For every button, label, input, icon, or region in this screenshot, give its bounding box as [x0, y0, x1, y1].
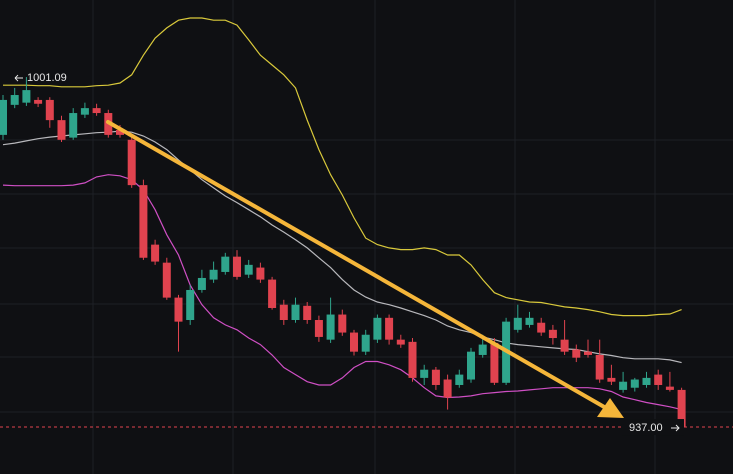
last-price-arrow: [671, 424, 680, 432]
candle-body: [127, 139, 136, 186]
candle-body: [303, 305, 312, 321]
candle-body: [22, 90, 31, 103]
candle-body: [116, 129, 124, 135]
candle-body: [139, 185, 148, 258]
last-price-label-bg: [622, 419, 684, 436]
candle-body: [244, 264, 253, 275]
candle-body: [338, 314, 347, 333]
candle-body: [0, 99, 7, 135]
candle-body: [291, 304, 300, 321]
candle-body: [630, 379, 639, 388]
candle-body: [279, 304, 288, 321]
candle-body: [431, 369, 440, 385]
candle-body: [443, 379, 452, 398]
candle-body: [186, 289, 195, 321]
arrow-shaft: [106, 120, 608, 410]
candle-body: [572, 349, 581, 358]
candle-body: [350, 332, 358, 352]
high-marker-arrow: [14, 74, 23, 82]
candle-body: [361, 334, 370, 352]
candle-body: [373, 317, 382, 340]
candle-body: [525, 317, 534, 325]
candle-body: [408, 341, 417, 378]
candle-body: [665, 386, 674, 390]
candle-body: [619, 381, 628, 390]
candle-body: [80, 108, 89, 115]
trend-arrow: [106, 120, 624, 418]
candle-body: [209, 269, 218, 280]
candle-body: [595, 354, 604, 380]
candle-body: [256, 267, 265, 280]
high-marker-label: 1001.09: [27, 72, 67, 84]
candle-body: [607, 377, 616, 382]
candle-body: [92, 108, 101, 114]
candle-body: [537, 322, 546, 333]
last-price-label: 937.00: [629, 422, 663, 434]
candle-body: [654, 374, 663, 385]
candle-body: [385, 317, 394, 340]
candle-body: [478, 344, 487, 355]
candle-body: [677, 389, 686, 428]
price-labels: 937.00 1001.09: [0, 72, 733, 436]
candle-body: [314, 320, 323, 337]
candle-body: [548, 329, 557, 339]
candle-body: [513, 317, 522, 330]
arrow-head: [597, 398, 624, 418]
candle-body: [174, 297, 183, 322]
candle-body: [490, 342, 499, 383]
candle-body: [10, 95, 19, 105]
candle-body: [326, 314, 335, 340]
candle-body: [268, 279, 277, 308]
candle-body: [396, 339, 405, 345]
candle-body: [57, 120, 66, 140]
band-line: [3, 17, 682, 317]
candle-body: [45, 99, 54, 121]
candle-body: [69, 113, 78, 138]
candle-body: [467, 351, 475, 380]
candle-body: [233, 256, 241, 277]
candle-body: [221, 256, 230, 272]
candle-body: [151, 244, 160, 262]
candle-body: [455, 374, 464, 385]
candle-body: [34, 99, 43, 104]
candle-body: [584, 351, 592, 355]
candle-body: [642, 377, 651, 385]
candle-body: [162, 262, 171, 298]
candle-body: [197, 277, 206, 290]
candle-body: [560, 339, 569, 352]
candle-body: [420, 369, 429, 378]
